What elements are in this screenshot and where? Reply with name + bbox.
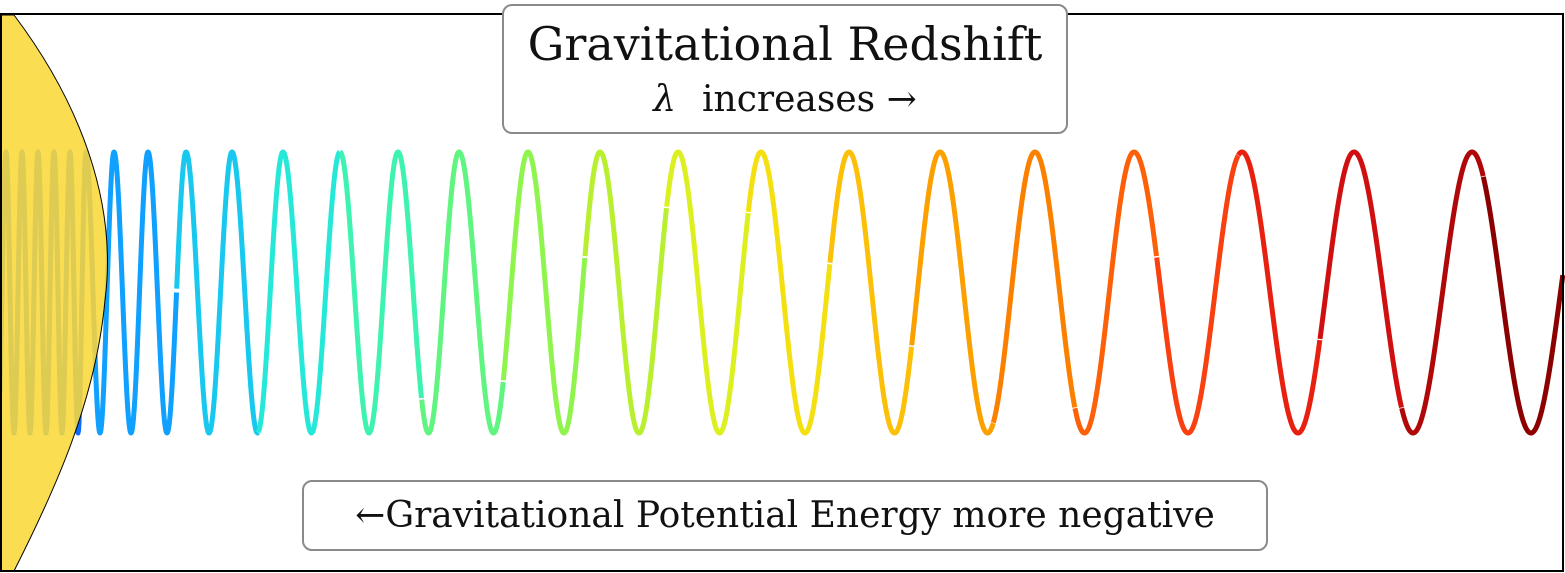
wave-segment (255, 149, 342, 436)
star-body (0, 14, 108, 572)
wave-segment (1317, 149, 1404, 409)
potential-energy-box: ←Gravitational Potential Energy more neg… (302, 480, 1268, 551)
wave-segment (1236, 149, 1323, 436)
wave-segment (419, 149, 506, 436)
wave-segment (174, 149, 261, 436)
subtitle-text: increases (702, 79, 876, 120)
wave-segment (1399, 149, 1486, 436)
wave-group (0, 149, 1565, 436)
wave-segment (1072, 149, 1159, 436)
potential-energy-row: ←Gravitational Potential Energy more neg… (304, 492, 1266, 540)
wave-segment (92, 149, 179, 436)
wave-segment (664, 149, 751, 436)
right-arrow-icon: → (886, 79, 917, 120)
potential-energy-label: Gravitational Potential Energy more nega… (385, 495, 1215, 536)
wave-segment (338, 149, 424, 436)
wave-segment (1480, 176, 1565, 436)
wave-segment (1154, 153, 1241, 436)
wave-segment (582, 149, 669, 436)
left-arrow-icon: ← (355, 495, 386, 536)
subtitle-row: λ increases → (504, 78, 1066, 122)
lambda-symbol: λ (653, 79, 677, 120)
diagram-title: Gravitational Redshift (527, 17, 1043, 71)
wave-segment (745, 149, 833, 436)
wave-segment (909, 149, 996, 436)
wave-segment (827, 149, 914, 436)
wave-segment (990, 149, 1078, 424)
wave-segment (500, 149, 588, 436)
title-box: Gravitational Redshift λ increases → (502, 4, 1068, 134)
